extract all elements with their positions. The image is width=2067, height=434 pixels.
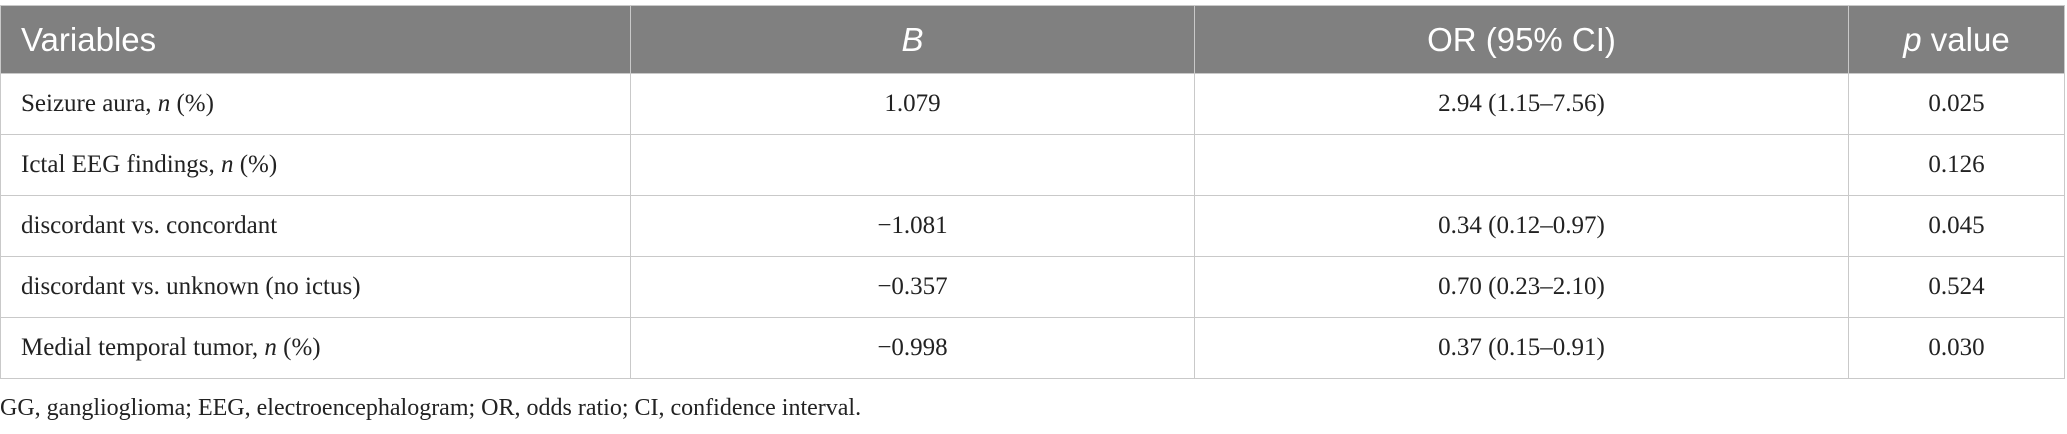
p-cell: 0.045 bbox=[1848, 195, 2065, 257]
label-cell: Ictal EEG findings, n (%) bbox=[0, 134, 631, 196]
label-text: (%) bbox=[233, 151, 278, 178]
label-cell: Seizure aura, n (%) bbox=[0, 73, 631, 135]
row: discordant vs. unknown (no ictus) −0.357… bbox=[0, 256, 2065, 318]
p-cell: 0.030 bbox=[1848, 317, 2065, 379]
header-cell: Variables bbox=[0, 5, 631, 74]
or-cell: 0.37 (0.15–0.91) bbox=[1194, 317, 1849, 379]
label-text: (%) bbox=[170, 90, 214, 117]
label-text: n bbox=[264, 334, 277, 361]
or-cell bbox=[1194, 134, 1849, 196]
header-cell: p value bbox=[1848, 5, 2065, 74]
label-text: Seizure aura, bbox=[21, 90, 158, 117]
p-cell: 0.025 bbox=[1848, 73, 2065, 135]
or-cell: 0.34 (0.12–0.97) bbox=[1194, 195, 1849, 257]
p-cell: 0.524 bbox=[1848, 256, 2065, 318]
label-text: Medial temporal tumor, bbox=[21, 334, 265, 361]
label-cell: Medial temporal tumor, n (%) bbox=[0, 317, 631, 379]
b-cell bbox=[630, 134, 1195, 196]
label-text: n bbox=[157, 90, 171, 117]
row: discordant vs. concordant −1.081 0.34 (0… bbox=[0, 195, 2065, 257]
header-cell: B bbox=[630, 5, 1195, 74]
or-cell: 2.94 (1.15–7.56) bbox=[1194, 73, 1849, 135]
or-cell: 0.70 (0.23–2.10) bbox=[1194, 256, 1849, 318]
header-row: Variables B OR (95% CI) p value bbox=[0, 5, 2065, 74]
row: Medial temporal tumor, n (%) −0.998 0.37… bbox=[0, 317, 2065, 379]
row: Seizure aura, n (%) 1.079 2.94 (1.15–7.5… bbox=[0, 73, 2065, 135]
b-cell: −1.081 bbox=[630, 195, 1195, 257]
label-cell: discordant vs. unknown (no ictus) bbox=[0, 256, 631, 318]
label-text: Ictal EEG findings, bbox=[21, 151, 221, 178]
b-cell: 1.079 bbox=[630, 73, 1195, 135]
header-text: value bbox=[1921, 20, 2010, 58]
label-cell: discordant vs. concordant bbox=[0, 195, 631, 257]
header-text: p bbox=[1903, 20, 1922, 58]
row: Ictal EEG findings, n (%) 0.126 bbox=[0, 134, 2065, 196]
p-cell: 0.126 bbox=[1848, 134, 2065, 196]
label-text: (%) bbox=[276, 334, 321, 361]
header-cell: OR (95% CI) bbox=[1194, 5, 1849, 74]
label-text: n bbox=[220, 151, 234, 178]
footnote: GG, ganglioglioma; EEG, electroencephalo… bbox=[0, 395, 862, 421]
table: Variables B OR (95% CI) p value Seizure … bbox=[0, 5, 2065, 379]
b-cell: −0.357 bbox=[630, 256, 1195, 318]
b-cell: −0.998 bbox=[630, 317, 1195, 379]
